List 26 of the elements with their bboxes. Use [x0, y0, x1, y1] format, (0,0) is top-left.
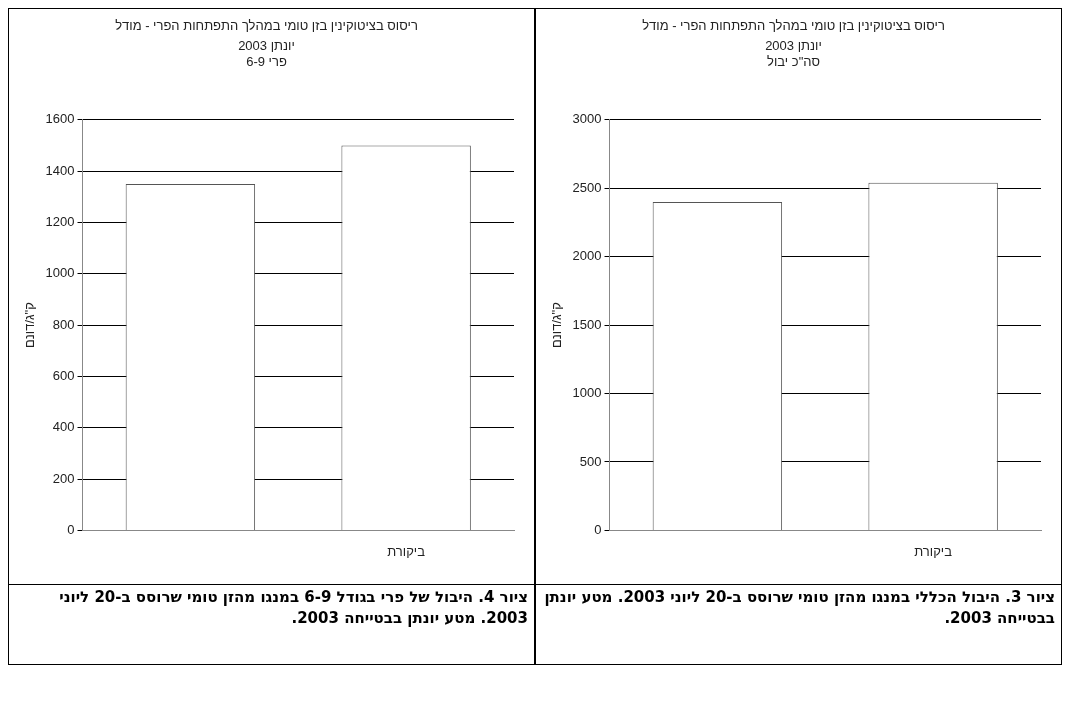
y-tick-label: 3000 [572, 111, 602, 127]
chart-subtitle: יונתן 2003 פרי 6-9 [238, 37, 295, 69]
y-tick-label: 1400 [45, 162, 75, 178]
y-tick-label: 1600 [45, 111, 75, 127]
y-tick-label: 1500 [572, 316, 602, 332]
y-tick-label: 800 [52, 316, 75, 332]
y-tick-label: 0 [67, 521, 75, 537]
chart-subtitle: יונתן 2003 סה"כ יבול [765, 37, 822, 69]
y-axis-title: ק"ג/דונם [549, 302, 565, 349]
chart-title: ריסוס בציטוקינין בזן טומי במהלך התפתחות הפרי - מודל [642, 18, 945, 34]
y-tick-label: 1000 [45, 265, 75, 281]
x-tick-label: ביקורת [387, 543, 426, 559]
y-tick-label: 2000 [572, 248, 602, 264]
chart-title: ריסוס בציטוקינין בזן טומי במהלך התפתחות הפרי - מודל [115, 18, 418, 34]
y-axis-title: ק"ג/דונם [22, 302, 38, 349]
y-tick-label: 500 [579, 453, 602, 469]
x-tick-label: ביקורת [914, 543, 953, 559]
y-tick-label: 2500 [572, 179, 602, 195]
text: ציור 4. היבול של פרי בגודל 6-9 במנגו מהזן טומי שרוסס ב-20 ליוני 2003. מטע יונתן בבטייחה 2003. [58, 587, 528, 629]
y-tick-label: 1000 [572, 385, 602, 401]
text: ציור 3. היבול הכללי במנגו מהזן טומי שרוסס ב-20 ליוני 2003. מטע יונתן בבטייחה 2003. [543, 587, 1055, 629]
y-tick-label: 1200 [45, 214, 75, 230]
y-tick-label: 0 [594, 521, 602, 537]
y-tick-label: 200 [52, 470, 75, 486]
y-tick-label: 400 [52, 419, 75, 435]
y-tick-label: 600 [52, 368, 75, 383]
